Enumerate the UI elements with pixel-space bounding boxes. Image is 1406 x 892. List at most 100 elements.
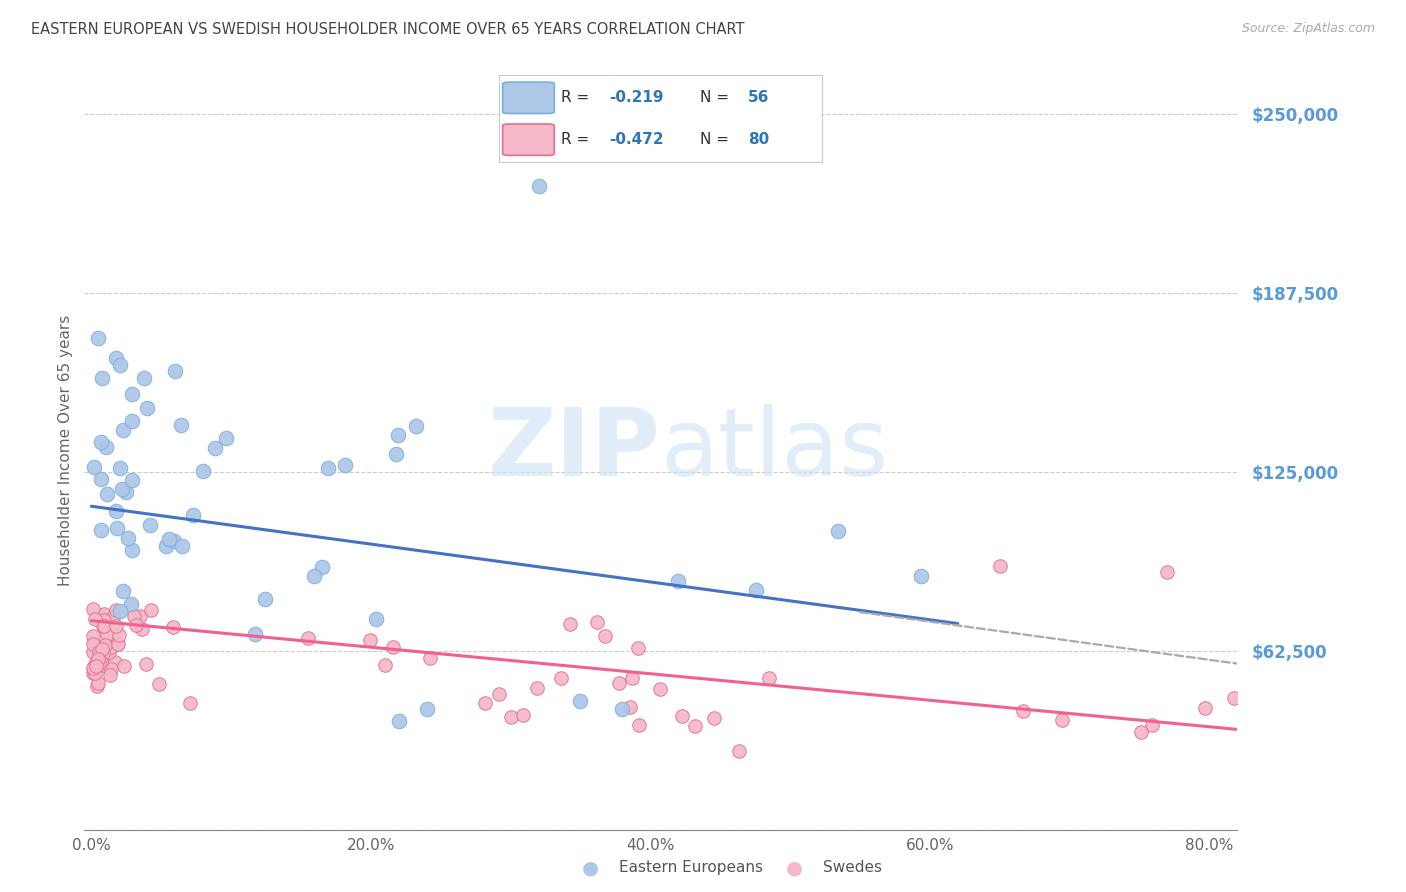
- Point: [139, 517, 162, 532]
- Point: [157, 533, 180, 547]
- Point: [163, 364, 186, 378]
- Point: [181, 508, 204, 522]
- Point: [107, 521, 129, 535]
- Point: [1130, 725, 1153, 739]
- Point: [96, 487, 118, 501]
- Point: [727, 743, 749, 757]
- Point: [359, 633, 381, 648]
- Point: [627, 640, 650, 655]
- Point: [488, 687, 510, 701]
- Point: [586, 615, 609, 630]
- Point: [120, 597, 142, 611]
- Point: [103, 609, 125, 624]
- Point: [121, 473, 143, 487]
- Text: ●: ●: [786, 858, 803, 878]
- Point: [83, 459, 105, 474]
- Point: [122, 608, 145, 623]
- Point: [204, 442, 226, 456]
- Point: [87, 330, 110, 344]
- Text: Eastern Europeans: Eastern Europeans: [619, 861, 762, 875]
- Point: [1012, 704, 1035, 718]
- Point: [162, 620, 184, 634]
- Point: [93, 618, 115, 632]
- Point: [87, 656, 110, 670]
- Point: [419, 651, 441, 665]
- Point: [1156, 565, 1178, 579]
- Point: [569, 694, 592, 708]
- Point: [621, 671, 644, 685]
- Point: [84, 659, 107, 673]
- Point: [387, 428, 409, 442]
- Point: [135, 657, 157, 671]
- Point: [121, 386, 143, 401]
- Point: [105, 636, 128, 650]
- Point: [627, 718, 650, 732]
- Point: [121, 543, 143, 558]
- Point: [388, 714, 411, 728]
- Point: [366, 612, 388, 626]
- Point: [139, 603, 162, 617]
- Point: [179, 696, 201, 710]
- Point: [89, 644, 111, 658]
- Point: [91, 619, 114, 633]
- Point: [107, 628, 129, 642]
- Text: ●: ●: [582, 858, 599, 878]
- Text: Swedes: Swedes: [823, 861, 882, 875]
- Point: [671, 708, 693, 723]
- Point: [243, 627, 266, 641]
- Point: [112, 584, 135, 599]
- Point: [107, 636, 129, 650]
- Point: [650, 682, 672, 697]
- Point: [105, 504, 128, 518]
- Point: [128, 608, 150, 623]
- Point: [215, 431, 238, 445]
- Point: [112, 423, 135, 437]
- Point: [84, 612, 107, 626]
- Point: [758, 671, 780, 685]
- Text: ZIP: ZIP: [488, 404, 661, 497]
- Point: [91, 646, 114, 660]
- Point: [91, 641, 114, 656]
- Point: [1142, 718, 1164, 732]
- Point: [90, 435, 112, 450]
- Point: [112, 659, 135, 673]
- Point: [619, 700, 641, 714]
- Point: [105, 602, 128, 616]
- Point: [98, 668, 121, 682]
- Point: [97, 645, 120, 659]
- Point: [311, 559, 333, 574]
- Point: [612, 702, 634, 716]
- Point: [297, 631, 319, 645]
- Point: [94, 440, 117, 454]
- Point: [558, 617, 581, 632]
- Point: [512, 708, 534, 723]
- Point: [172, 539, 194, 553]
- Point: [82, 665, 104, 680]
- Point: [93, 607, 115, 621]
- Point: [550, 671, 572, 685]
- Point: [131, 623, 153, 637]
- Point: [405, 419, 427, 434]
- Text: EASTERN EUROPEAN VS SWEDISH HOUSEHOLDER INCOME OVER 65 YEARS CORRELATION CHART: EASTERN EUROPEAN VS SWEDISH HOUSEHOLDER …: [31, 22, 744, 37]
- Point: [121, 414, 143, 428]
- Point: [374, 658, 396, 673]
- Point: [1194, 701, 1216, 715]
- Point: [108, 358, 131, 372]
- Point: [499, 709, 522, 723]
- Point: [381, 640, 404, 654]
- Point: [384, 447, 406, 461]
- Point: [988, 559, 1011, 574]
- Point: [100, 640, 122, 654]
- Point: [253, 591, 276, 606]
- Point: [666, 574, 689, 588]
- Point: [745, 583, 768, 598]
- Point: [114, 485, 136, 500]
- Point: [82, 637, 104, 651]
- Point: [90, 655, 112, 669]
- Point: [703, 710, 725, 724]
- Point: [1223, 690, 1246, 705]
- Point: [96, 659, 118, 673]
- Point: [333, 458, 356, 472]
- Point: [96, 627, 118, 641]
- Point: [93, 613, 115, 627]
